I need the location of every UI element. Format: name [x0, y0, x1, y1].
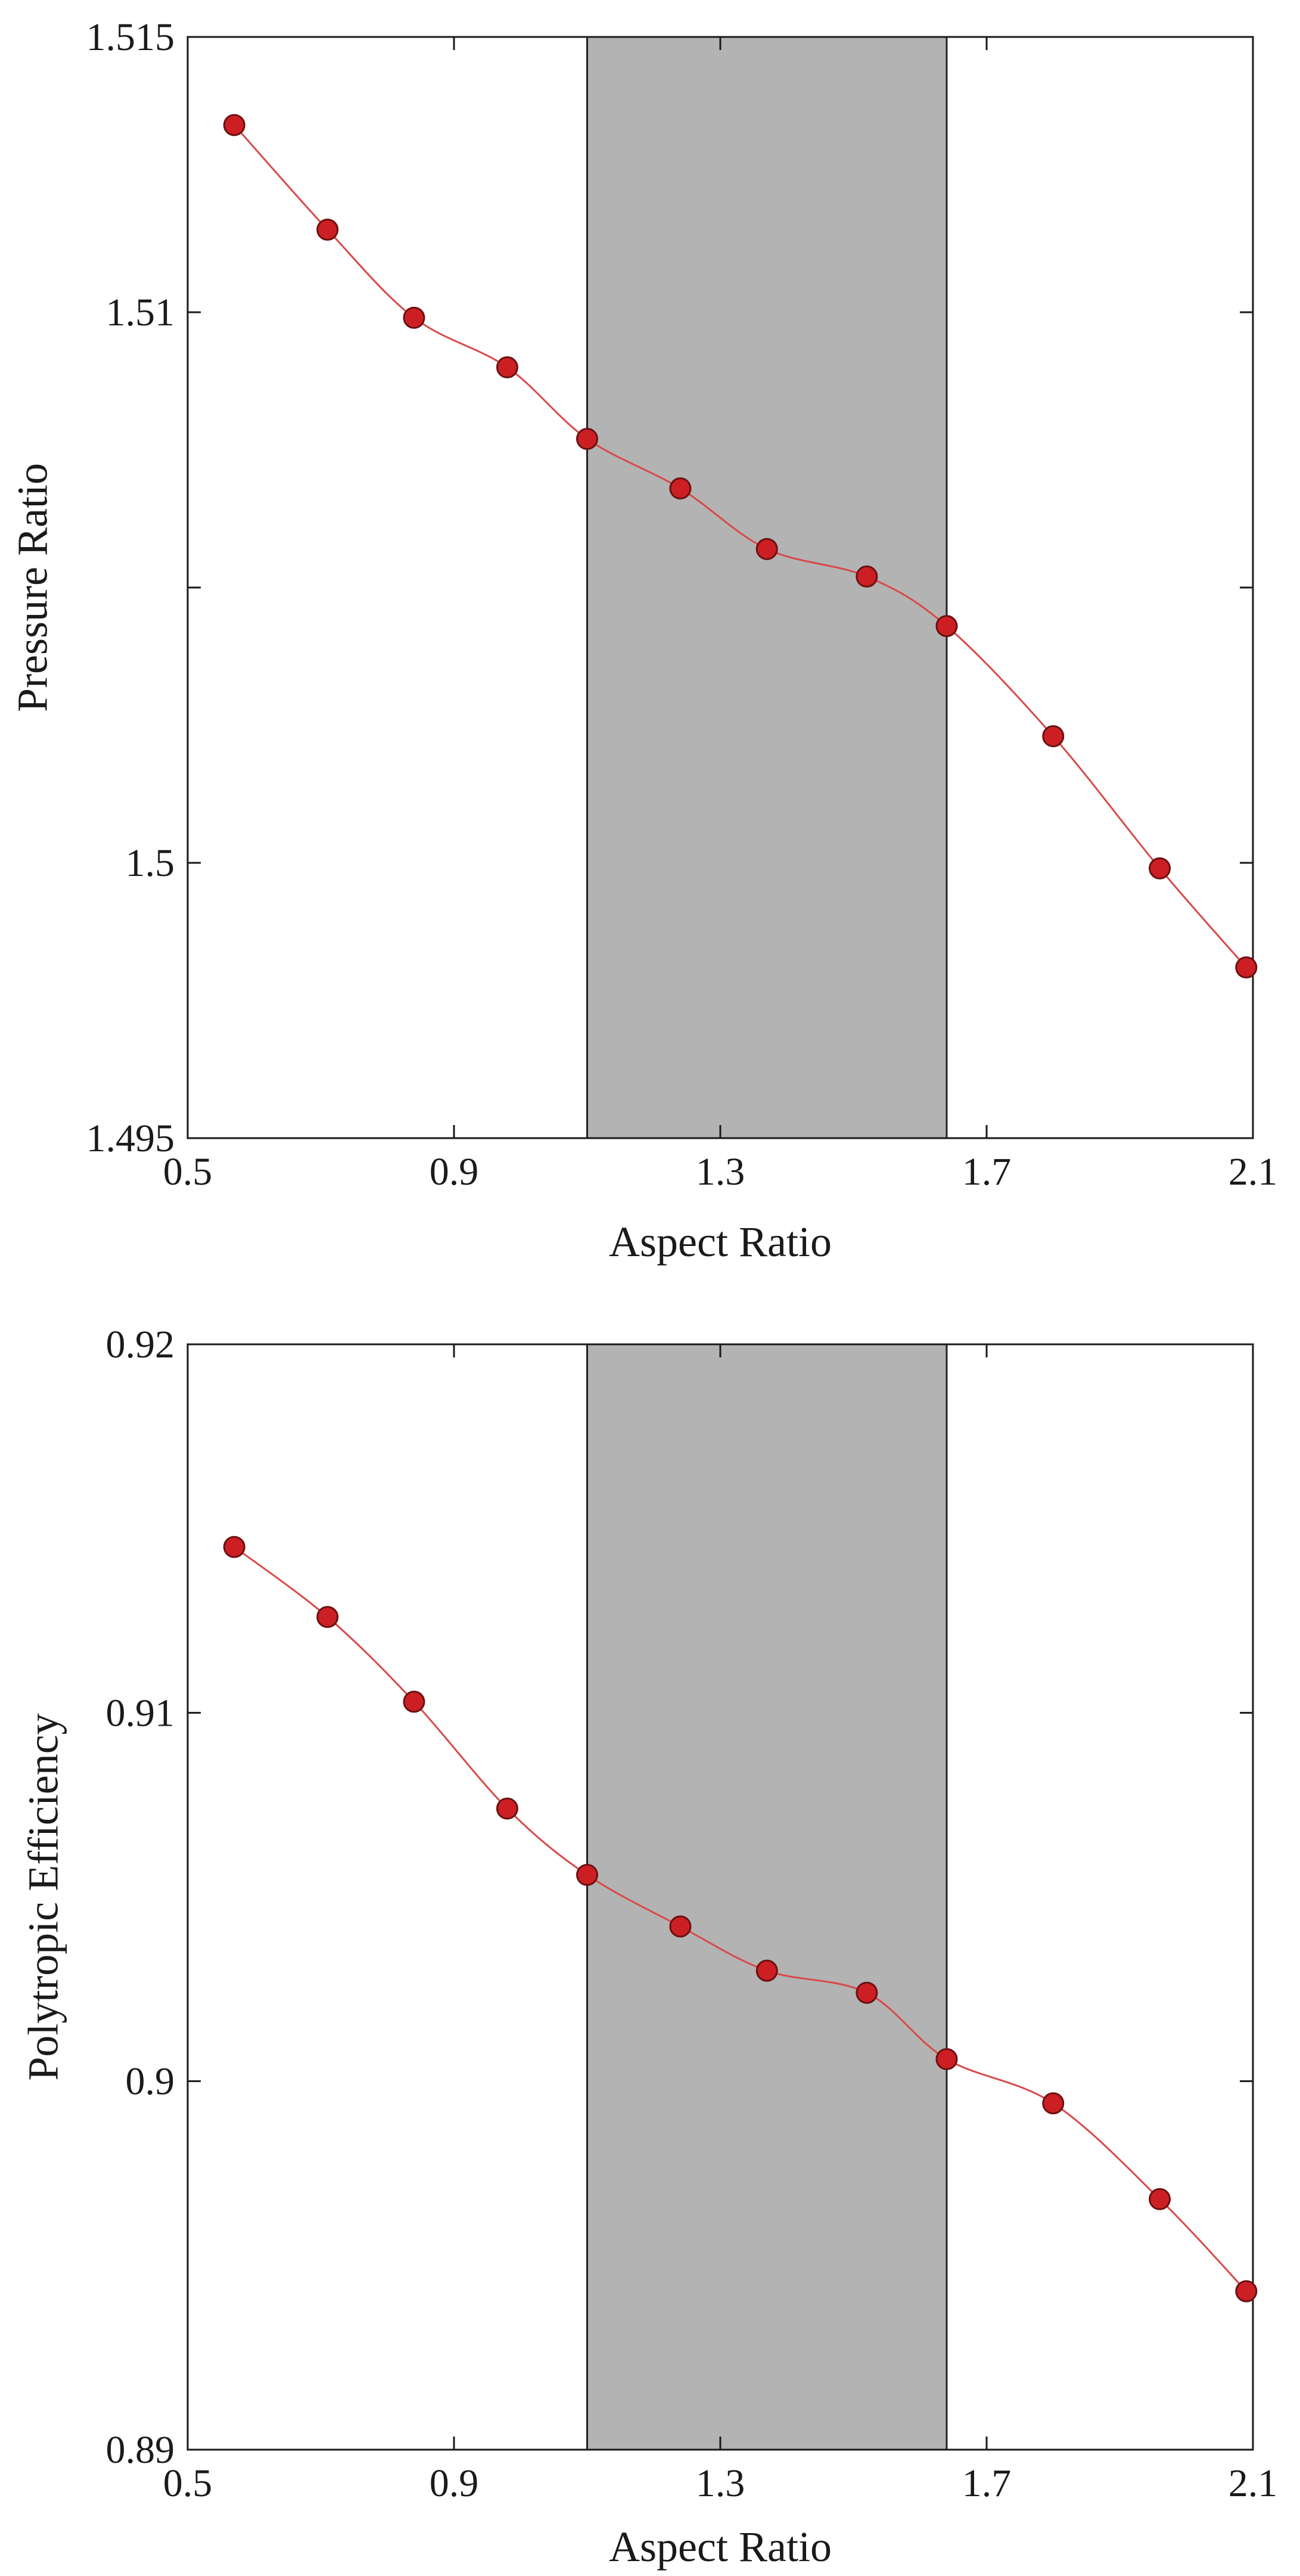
polytropic-efficiency-chart: 0.5 0.9 1.3 1.7 2.1 0.89 0.9 0.91 0.92 Aspect Rat… [20, 1323, 1278, 2571]
x-tick-label: 0.9 [430, 1150, 479, 1194]
x-tick-label: 1.7 [962, 2462, 1012, 2505]
x-tick-label: 2.1 [1229, 1150, 1278, 1194]
data-point [576, 1863, 598, 1886]
x-tick-label: 0.5 [163, 2462, 213, 2505]
x-tick-label: 0.9 [430, 2462, 479, 2505]
y-tick-label: 0.91 [106, 1691, 175, 1735]
data-point [223, 114, 245, 136]
data-point [223, 1536, 245, 1558]
data-point [576, 428, 598, 450]
y-axis-title: Pressure Ratio [9, 463, 57, 712]
pressure-ratio-chart: 0.5 0.9 1.3 1.7 2.1 1.495 1.5 1.51 1.515 Aspect R… [9, 15, 1278, 1266]
data-point [1235, 2280, 1258, 2302]
data-point [856, 565, 878, 588]
shaded-region [586, 36, 948, 1139]
y-tick-label: 1.515 [86, 15, 175, 59]
data-point [496, 1797, 518, 1820]
y-tick-label: 1.5 [126, 841, 175, 885]
series-line [234, 124, 1247, 968]
x-axis-title: Aspect Ratio [609, 2523, 832, 2571]
data-point [755, 1959, 778, 1982]
data-point [1235, 956, 1258, 979]
data-point [935, 615, 958, 638]
data-point [935, 2048, 958, 2071]
data-point [1149, 857, 1171, 880]
y-tick-label: 1.495 [86, 1117, 175, 1160]
series-line [234, 1546, 1247, 2292]
data-point [856, 1981, 878, 2004]
data-point [1149, 2188, 1171, 2211]
y-axis-title: Polytropic Efficiency [20, 1713, 67, 2081]
x-axis-title: Aspect Ratio [609, 1218, 832, 1266]
y-tick-label: 0.92 [106, 1323, 175, 1366]
data-point [403, 306, 425, 329]
x-tick-label: 1.3 [696, 1150, 745, 1194]
y-tick-label: 0.89 [106, 2428, 175, 2472]
data-point [669, 1915, 692, 1938]
y-tick-label: 0.9 [126, 2060, 175, 2103]
data-point [496, 356, 518, 378]
shaded-region [586, 1343, 948, 2451]
data-point [316, 218, 339, 241]
x-tick-label: 2.1 [1229, 2462, 1278, 2505]
data-point [316, 1606, 339, 1629]
data-point [1042, 725, 1065, 747]
x-tick-label: 0.5 [163, 1150, 213, 1194]
y-tick-label: 1.51 [106, 291, 175, 334]
data-point [755, 537, 778, 560]
x-tick-label: 1.3 [696, 2462, 745, 2505]
data-point [669, 477, 692, 500]
data-point [403, 1691, 425, 1713]
x-tick-label: 1.7 [962, 1150, 1012, 1194]
data-point [1042, 2092, 1065, 2115]
